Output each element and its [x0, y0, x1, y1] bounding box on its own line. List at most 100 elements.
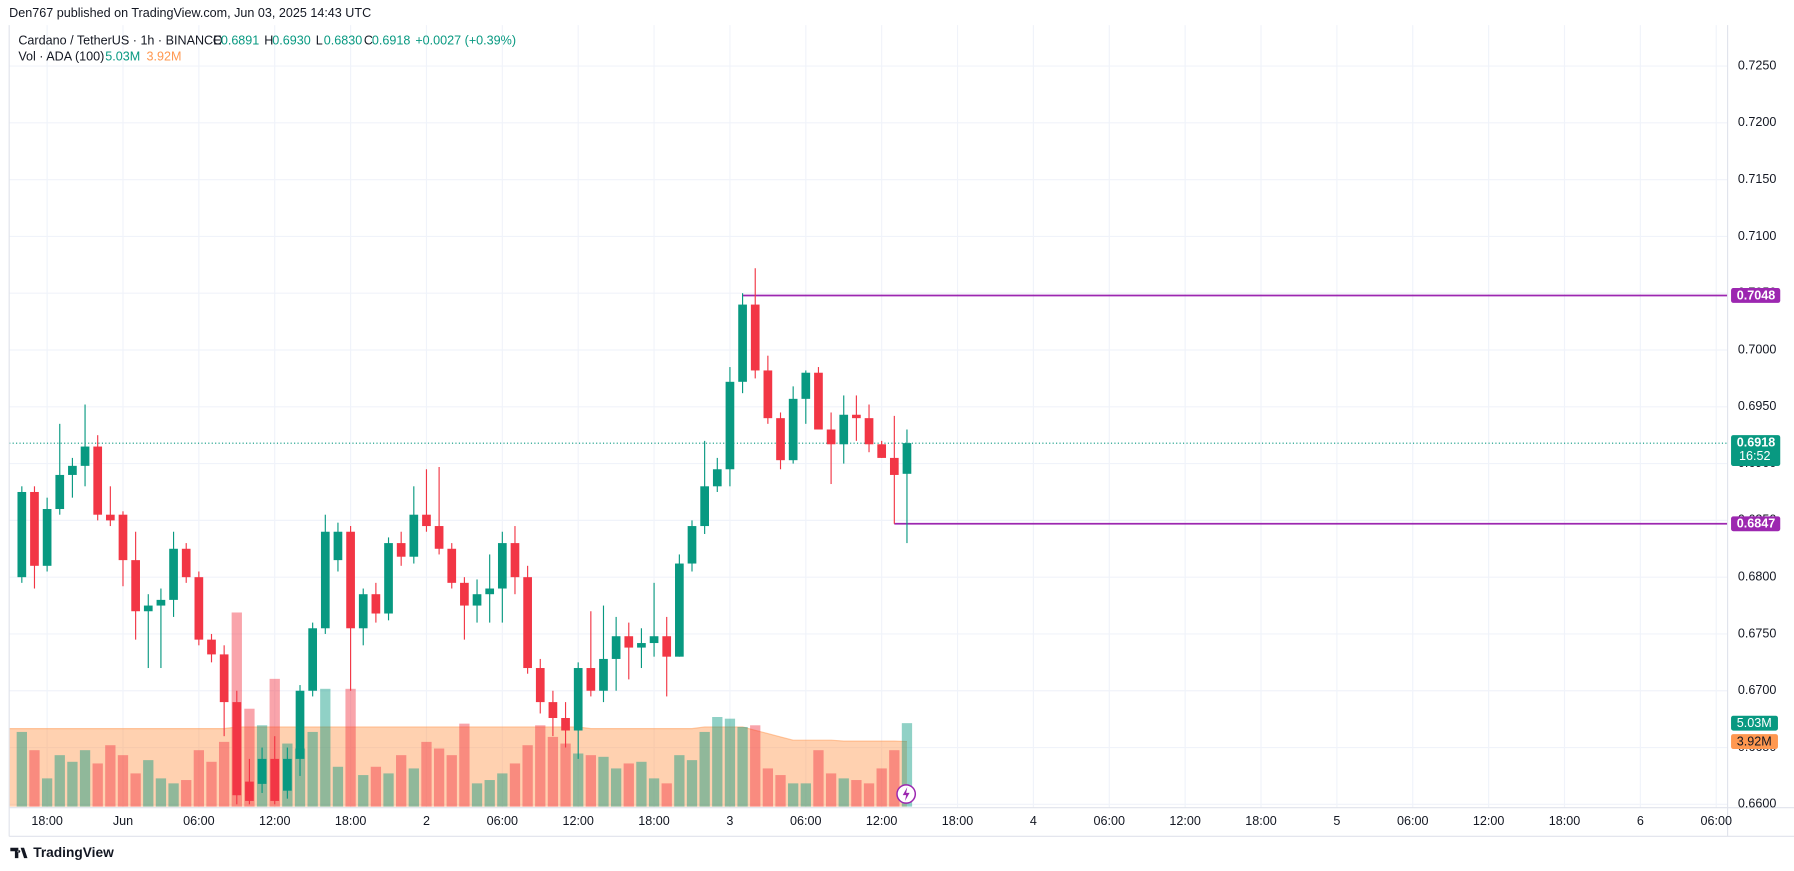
volume-bar	[813, 750, 824, 807]
replay-icon[interactable]	[896, 784, 917, 804]
volume-bar	[408, 768, 419, 807]
y-tick-label: 0.6600	[1738, 797, 1776, 811]
volume-bar	[838, 778, 849, 807]
candle-body	[472, 594, 482, 606]
x-tick-label: 12:00	[562, 814, 593, 828]
volume-legend: Vol · ADA (100)	[18, 50, 104, 64]
countdown: 16:52	[1739, 449, 1770, 463]
volume-ma-badge-label: 3.92M	[1737, 734, 1772, 748]
candle-body	[181, 548, 191, 578]
volume-bar	[674, 755, 685, 807]
candle-body	[68, 465, 77, 475]
x-tick-label: 06:00	[183, 814, 214, 828]
candle-body	[662, 636, 672, 657]
volume-ma-legend-value: 3.92M	[146, 50, 181, 64]
candle-body	[333, 531, 343, 561]
volume-bar	[345, 688, 356, 807]
candle-body	[523, 577, 532, 669]
y-tick-label: 0.7250	[1738, 58, 1776, 72]
volume-bar	[130, 773, 141, 807]
volume-bar	[497, 773, 508, 807]
volume-bar	[244, 708, 255, 807]
volume-bar	[193, 750, 205, 807]
candle-body	[257, 758, 267, 784]
last-price-label: 0.6918	[1737, 435, 1775, 449]
volume-bar	[800, 783, 811, 807]
x-tick-label: 18:00	[942, 814, 973, 828]
brand-logo: TradingView	[10, 845, 114, 860]
volume-bar	[598, 756, 609, 807]
volume-bar	[610, 768, 622, 807]
ohlc-key: L	[316, 34, 323, 48]
x-tick-label: 5	[1333, 814, 1340, 828]
volume-bar	[585, 755, 596, 807]
candle-body	[877, 444, 887, 458]
candle-body	[409, 514, 419, 557]
volume-bar	[775, 775, 786, 807]
candle-body	[763, 370, 773, 419]
candle-body	[308, 628, 318, 691]
candle-body	[902, 443, 912, 474]
volume-bar	[471, 783, 483, 807]
x-tick-label: 4	[1030, 814, 1037, 828]
volume-bar	[547, 736, 559, 807]
level-label: 0.6847	[1737, 517, 1775, 531]
published-note: Den767 published on TradingView.com, Jun…	[9, 6, 371, 20]
candle-body	[573, 668, 583, 731]
replay-bolt	[902, 787, 910, 801]
candle-body	[55, 474, 65, 510]
candle-body	[384, 543, 393, 614]
candle-body	[371, 594, 381, 614]
volume-bar	[320, 688, 331, 807]
volume-bar	[332, 766, 344, 807]
candle-body	[738, 304, 747, 382]
volume-ma-badge	[1731, 734, 1778, 749]
candle-body	[485, 588, 495, 595]
volume-bar	[788, 783, 799, 807]
volume-bar	[636, 761, 647, 807]
brand-name: TradingView	[33, 845, 114, 860]
candle-body	[194, 577, 204, 640]
x-tick-label: 2	[423, 814, 430, 828]
ohlc-value: 0.6930	[272, 34, 310, 48]
ohlc-value: 0.6891	[221, 34, 259, 48]
candle-body	[93, 446, 103, 515]
x-tick-label: 18:00	[31, 814, 62, 828]
candle-body	[17, 491, 27, 578]
candle-body	[839, 414, 849, 445]
candle-body	[548, 702, 558, 719]
candle-body	[131, 560, 140, 612]
volume-bar	[484, 780, 495, 807]
y-tick-label: 0.7150	[1738, 172, 1776, 186]
candle-body	[675, 563, 684, 657]
volume-bar	[446, 755, 457, 807]
candle-body	[358, 594, 368, 629]
volume-bar	[29, 750, 40, 807]
x-tick-label: 3	[726, 814, 733, 828]
volume-bar	[509, 763, 521, 807]
candle-body	[207, 639, 216, 655]
candle-body	[687, 526, 697, 564]
volume-bar	[889, 750, 900, 807]
volume-bar	[750, 725, 761, 807]
volume-bar	[206, 761, 217, 807]
volume-bar	[54, 755, 65, 807]
x-tick-label: 12:00	[1473, 814, 1504, 828]
candle-body	[624, 636, 634, 648]
y-tick-label: 0.7100	[1738, 229, 1776, 243]
candle-body	[434, 526, 444, 549]
candles	[17, 268, 912, 805]
y-tick-label: 0.6750	[1738, 626, 1776, 640]
candle-body	[283, 758, 292, 791]
volume-bar	[762, 768, 774, 807]
candle-body	[320, 531, 330, 629]
candle-body	[497, 543, 507, 589]
candle-body	[712, 469, 722, 487]
volume-bar	[79, 750, 91, 807]
volume-bar	[623, 763, 634, 807]
volume-bar	[307, 731, 318, 807]
x-tick-label: 06:00	[1397, 814, 1428, 828]
candle-body	[852, 414, 861, 419]
